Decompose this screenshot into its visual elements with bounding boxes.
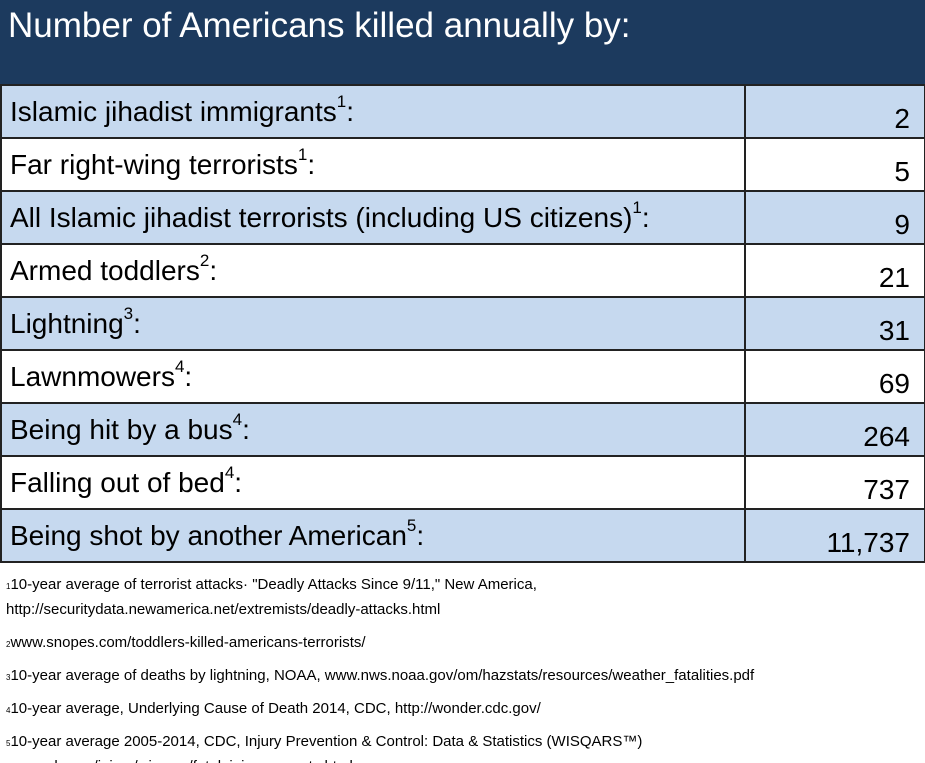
table-row: Lightning3: 31 [2,296,924,349]
footnote-ref: 1 [632,198,642,217]
label-punct: : [209,255,218,286]
footnote-line: 410-year average, Underlying Cause of De… [6,696,921,721]
row-label: All Islamic jihadist terrorists (includi… [10,198,650,234]
label-text: Far right-wing terrorists [10,149,298,180]
value-cell: 9 [744,192,925,243]
label-punct: : [242,414,250,445]
table-row: Being shot by another American5: 11,737 [2,508,924,561]
label-text: Armed toddlers [10,255,200,286]
label-punct: : [234,467,243,498]
row-value: 31 [878,315,910,346]
row-label: Lightning3: [10,304,141,340]
footnote: 2www.snopes.com/toddlers-killed-american… [6,630,921,655]
value-cell: 31 [744,298,925,349]
footnote-marker: 1 [6,582,11,591]
footnote-line: 510-year average 2005-2014, CDC, Injury … [6,729,921,754]
footnote: 510-year average 2005-2014, CDC, Injury … [6,729,921,763]
footnote-ref: 3 [123,304,134,323]
row-label: Islamic jihadist immigrants1: [10,92,354,128]
table-row: Falling out of bed4: 737 [2,455,924,508]
label-text: Falling out of bed [10,467,225,498]
footnote-ref: 1 [336,92,347,111]
label-punct: : [307,149,316,180]
label-text: Being hit by a bus [10,414,233,445]
value-cell: 2 [744,86,925,137]
footnote: 110-year average of terrorist attacks· "… [6,572,921,622]
row-label: Far right-wing terrorists1: [10,145,316,181]
value-cell: 69 [744,351,925,402]
row-label: Lawnmowers4: [10,357,193,393]
table: Islamic jihadist immigrants1: 2 Far right-… [0,84,925,563]
footnote-ref: 1 [297,145,308,164]
footnote: 310-year average of deaths by lightning,… [6,663,921,688]
footnote-text: www.snopes.com/toddlers-killed-americans… [10,634,366,651]
label-text: Lightning [10,308,124,339]
label-punct: : [346,96,354,127]
footnote-text: 10-year average, Underlying Cause of Dea… [10,700,541,717]
row-value: 2 [894,103,910,134]
value-cell: 5 [744,139,925,190]
footnote-text: 10-year average of terrorist attacks· "D… [10,576,537,593]
table-row: Islamic jihadist immigrants1: 2 [2,84,924,137]
footnote-marker: 3 [6,673,11,682]
row-value: 21 [878,262,910,293]
footnote-line: 310-year average of deaths by lightning,… [6,663,921,688]
value-cell: 11,737 [744,510,925,561]
footnote-ref: 2 [199,251,210,270]
footnote-ref: 5 [406,516,417,535]
value-cell: 737 [744,457,925,508]
label-punct: : [184,361,193,392]
footnote-text: http://securitydata.newamerica.net/extre… [6,601,441,618]
row-label: Armed toddlers2: [10,251,218,287]
footnote-line: http://securitydata.newamerica.net/extre… [6,597,921,622]
footnote-ref: 4 [232,410,243,429]
table-row: Lawnmowers4: 69 [2,349,924,402]
footnote-line: www.cdc.gov/injury/wisqars/fatal_injury_… [6,754,921,763]
label-text: Being shot by another American [10,520,407,551]
footnote-text: www.cdc.gov/injury/wisqars/fatal_injury_… [6,758,353,763]
label-punct: : [641,202,650,233]
footnote-marker: 2 [6,640,11,649]
table-row: Far right-wing terrorists1: 5 [2,137,924,190]
row-value: 737 [863,474,910,505]
row-label: Being hit by a bus4: [10,410,250,446]
footnote-line: 110-year average of terrorist attacks· "… [6,572,921,597]
row-value: 69 [878,368,910,399]
label-text: Islamic jihadist immigrants [10,96,337,127]
footnote-ref: 4 [174,357,185,376]
label-punct: : [416,520,425,551]
value-cell: 21 [744,245,925,296]
title: Number of Americans killed annually by: [8,6,631,45]
row-label: Falling out of bed4: [10,463,243,499]
footnotes: 110-year average of terrorist attacks· "… [6,572,921,763]
row-label: Being shot by another American5: [10,516,425,552]
label-text: Lawnmowers [10,361,175,392]
value-cell: 264 [744,404,925,455]
footnote-marker: 4 [6,706,11,715]
row-value: 5 [894,156,910,187]
header: Number of Americans killed annually by: [0,0,925,84]
footnote: 410-year average, Underlying Cause of De… [6,696,921,721]
row-value: 11,737 [826,527,910,558]
row-value: 264 [863,421,910,452]
footnote-text: 10-year average 2005-2014, CDC, Injury P… [10,733,643,750]
row-value: 9 [894,209,910,240]
table-row: Armed toddlers2: 21 [2,243,924,296]
label-text: All Islamic jihadist terrorists (includi… [10,202,633,233]
table-row: Being hit by a bus4: 264 [2,402,924,455]
table-row: All Islamic jihadist terrorists (includi… [2,190,924,243]
footnote-line: 2www.snopes.com/toddlers-killed-american… [6,630,921,655]
footnote-marker: 5 [6,739,11,748]
label-punct: : [133,308,141,339]
footnote-text: 10-year average of deaths by lightning, … [10,667,755,684]
footnote-ref: 4 [224,463,235,482]
